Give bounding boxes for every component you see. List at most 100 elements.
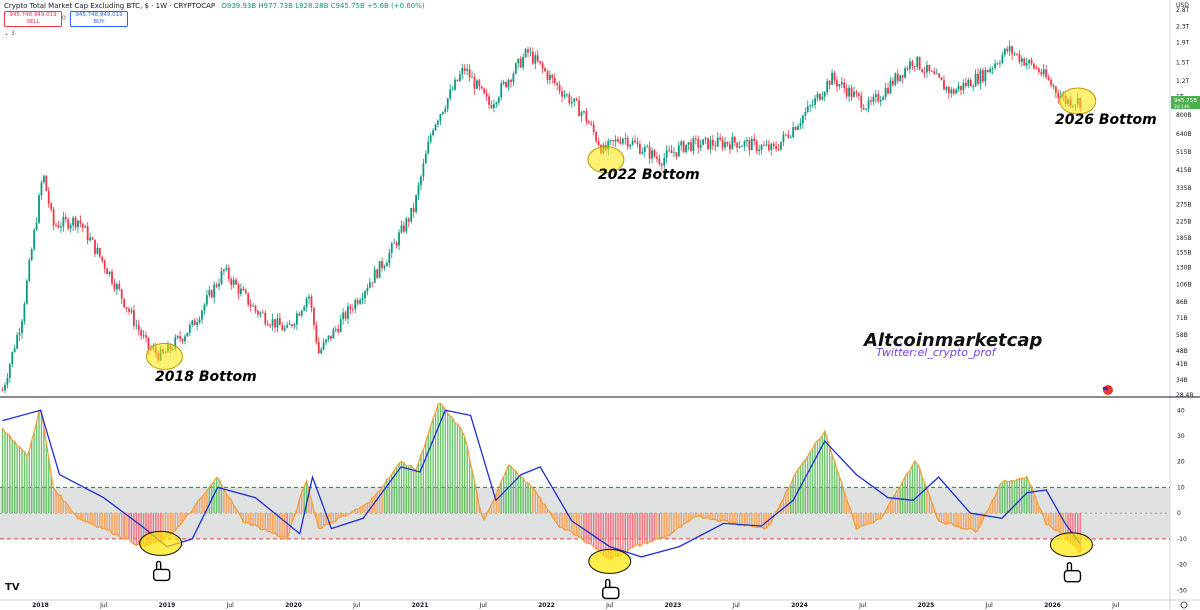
candle — [115, 282, 118, 296]
candle-body — [519, 58, 522, 68]
candle-body — [872, 96, 875, 102]
histogram-bar — [1011, 480, 1013, 514]
candle — [921, 68, 923, 74]
candle — [857, 92, 860, 101]
histogram-bar — [254, 513, 257, 526]
histogram-bar — [987, 510, 989, 514]
histogram-bar — [970, 513, 972, 529]
histogram-bar — [101, 513, 103, 529]
histogram-bar — [921, 477, 923, 514]
candle-body — [721, 139, 724, 148]
histogram-bar — [865, 513, 867, 525]
candle — [957, 81, 960, 93]
candle — [510, 78, 512, 88]
candle — [220, 267, 223, 286]
buy-button[interactable]: 945,748,949,019 BUY — [70, 11, 128, 27]
candle-body — [1045, 69, 1048, 78]
candle — [680, 140, 683, 151]
candle-body — [996, 63, 999, 65]
candle-body — [879, 99, 882, 102]
histogram-bar — [359, 507, 361, 514]
histogram-bar — [833, 460, 836, 514]
histogram-bar — [897, 489, 899, 514]
chart-title[interactable]: Crypto Total Market Cap Excluding BTC, $… — [4, 2, 216, 10]
candle — [208, 285, 211, 298]
histogram-bar — [719, 513, 721, 522]
candle — [137, 319, 140, 336]
candle-body — [760, 145, 763, 150]
sell-button[interactable]: 945,748,949,019 SELL — [4, 11, 62, 27]
candle — [13, 344, 16, 353]
price-tick-label: 28.4B — [1176, 392, 1193, 399]
candle — [198, 316, 201, 324]
histogram-bar — [894, 493, 897, 514]
candle — [490, 100, 493, 110]
candle — [145, 331, 147, 343]
candle-body — [344, 312, 347, 319]
candle — [271, 313, 274, 331]
indicator-toggle[interactable]: ⌄ 3 — [4, 30, 15, 37]
candle-body — [55, 225, 57, 226]
histogram-bar — [442, 406, 444, 514]
histogram-bar — [636, 513, 639, 545]
time-tick-label: 2024 — [791, 602, 808, 609]
candle-body — [887, 87, 889, 94]
candle-body — [945, 86, 948, 90]
histogram-bar — [1055, 513, 1057, 531]
price-tick-label: 1.9T — [1176, 40, 1190, 47]
candle-body — [429, 135, 432, 142]
candle-body — [247, 293, 250, 305]
candle-body — [947, 86, 950, 94]
histogram-bar — [169, 513, 172, 535]
candle — [643, 144, 646, 158]
histogram-bar — [1008, 481, 1011, 514]
histogram-bar — [208, 486, 211, 514]
candle — [16, 332, 19, 350]
candle-body — [753, 138, 756, 141]
histogram-bar — [532, 488, 534, 514]
candle-body — [201, 310, 203, 320]
candle — [33, 227, 36, 252]
candle-body — [952, 89, 955, 94]
histogram-bar — [607, 513, 609, 558]
candle — [186, 332, 189, 337]
candle-body — [215, 284, 218, 287]
candle — [422, 158, 425, 182]
histogram-bar — [826, 438, 828, 514]
histogram-bar — [965, 513, 967, 530]
candle — [621, 137, 624, 146]
oscillator-tick-label: 40 — [1177, 407, 1185, 414]
histogram-bar — [858, 513, 860, 529]
candle-body — [736, 142, 739, 148]
candle — [979, 67, 982, 90]
candle — [514, 62, 517, 75]
candle-body — [339, 319, 342, 333]
last-price-value: 945.75B — [1174, 98, 1197, 104]
candle-body — [784, 134, 787, 136]
candle-body — [943, 80, 945, 90]
flag-canton — [1103, 387, 1108, 390]
histogram-bar — [1018, 478, 1021, 514]
candle-body — [865, 108, 868, 110]
candle-body — [566, 94, 568, 96]
candle — [826, 78, 829, 96]
histogram-bar — [612, 513, 614, 557]
candle-body — [278, 318, 281, 326]
candle — [797, 124, 799, 131]
highlight-2022-bottom — [587, 146, 625, 174]
histogram-bar — [240, 513, 242, 517]
histogram-bar — [281, 513, 283, 537]
histogram-bar — [726, 513, 729, 522]
candle-body — [1028, 60, 1031, 64]
histogram-bar — [357, 509, 359, 514]
candle-body — [977, 73, 979, 84]
candle-body — [826, 81, 829, 93]
candle — [819, 93, 821, 101]
candle-body — [313, 307, 315, 325]
candle — [653, 149, 656, 158]
candle-body — [237, 284, 240, 294]
histogram-bar — [502, 476, 505, 514]
candle-body — [381, 261, 383, 268]
candle — [838, 83, 841, 90]
